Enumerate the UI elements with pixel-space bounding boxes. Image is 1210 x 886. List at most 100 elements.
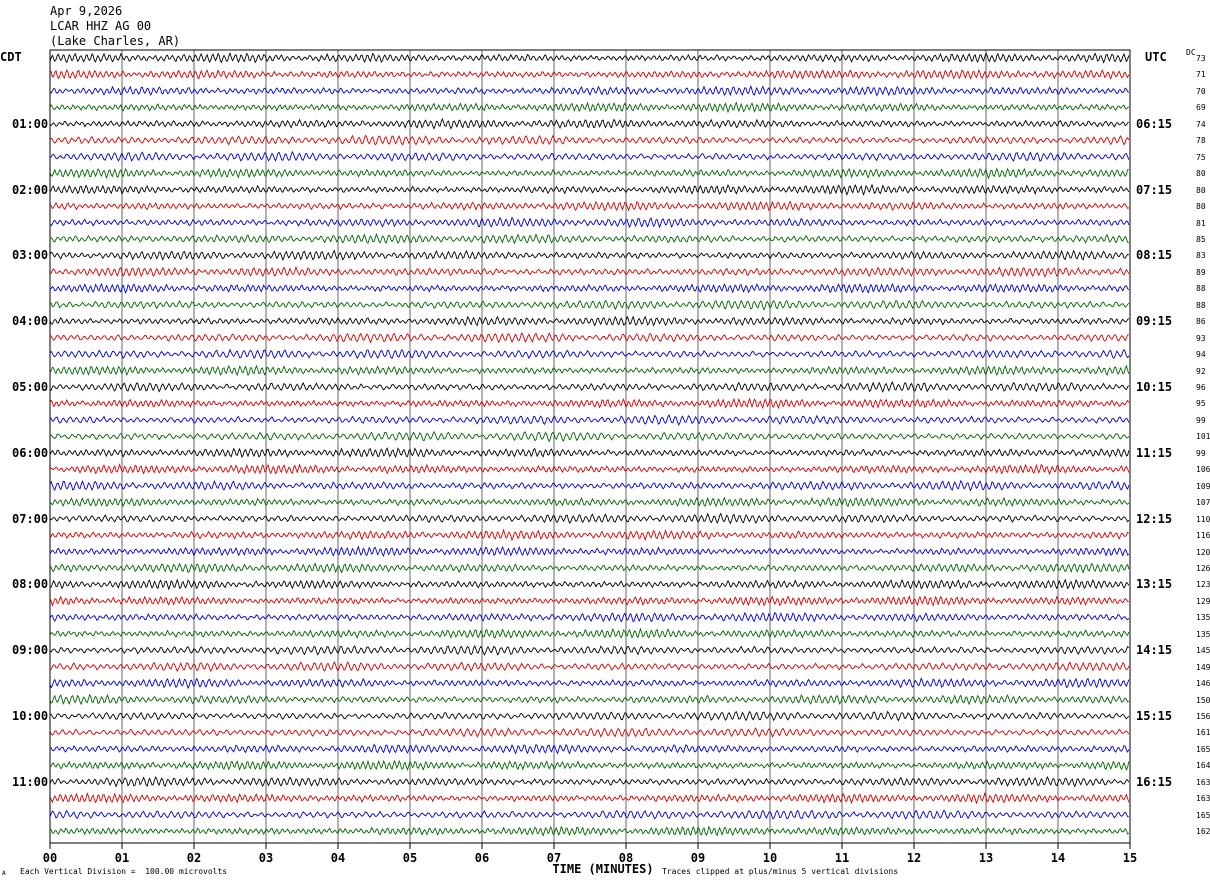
dc-offset-label: 94: [1196, 350, 1206, 360]
dc-offset-label: 109: [1196, 481, 1210, 491]
seismic-trace: [49, 265, 1130, 278]
left-hour-label: 03:00: [12, 248, 49, 263]
right-hour-label: 10:15: [1136, 380, 1173, 394]
dc-offset-label: 93: [1196, 333, 1206, 343]
seismic-trace: [49, 348, 1130, 360]
seismic-trace: [49, 710, 1130, 722]
dc-offset-label: 163: [1196, 794, 1210, 804]
dc-offset-label: 149: [1196, 662, 1210, 672]
seismic-trace: [49, 578, 1130, 591]
right-hour-label: 13:15: [1136, 577, 1173, 592]
station-code: LCAR HHZ AG 00: [50, 19, 152, 33]
seismic-trace: [49, 727, 1130, 738]
x-tick-label: 03: [258, 851, 274, 865]
dc-offset-label: 78: [1196, 136, 1206, 146]
right-hour-label: 14:15: [1136, 643, 1173, 658]
x-tick-label: 10: [762, 851, 778, 865]
x-tick-label: 00: [42, 851, 58, 865]
dc-offset-label: 163: [1196, 777, 1210, 787]
seismic-trace: [49, 479, 1130, 492]
seismic-trace: [49, 775, 1130, 788]
seismic-trace: [49, 167, 1129, 180]
seismic-trace: [49, 660, 1130, 673]
seismic-trace: [49, 743, 1130, 755]
right-timezone-label: UTC: [1145, 50, 1167, 64]
x-tick-label: 01: [114, 851, 130, 865]
dc-offset-label: 99: [1196, 415, 1206, 425]
dc-offset-label: 88: [1196, 300, 1206, 310]
left-hour-label: 07:00: [12, 511, 49, 526]
seismic-trace: [49, 381, 1130, 393]
dc-offset-label: 126: [1196, 563, 1210, 573]
seismic-trace: [49, 364, 1130, 377]
dc-offset-label: 106: [1196, 465, 1210, 475]
seismic-trace: [49, 299, 1130, 312]
dc-offset-label: 129: [1196, 596, 1210, 606]
dc-offset-label: 99: [1196, 448, 1206, 458]
scale-note: Each Vertical Division = 100.00 microvol…: [20, 867, 228, 876]
x-tick-label: 05: [402, 851, 418, 865]
seismic-trace: [49, 397, 1130, 410]
dc-offset-label: 123: [1196, 580, 1210, 590]
seismic-trace: [49, 512, 1130, 525]
right-hour-label: 12:15: [1136, 511, 1173, 526]
seismic-trace: [49, 693, 1129, 706]
left-hour-label: 05:00: [12, 380, 49, 394]
seismic-trace: [49, 791, 1130, 805]
seismic-trace: [49, 117, 1130, 130]
x-tick-label: 11: [834, 851, 850, 865]
seismic-trace: [49, 101, 1130, 114]
dc-offset-label: 80: [1196, 169, 1206, 179]
left-hour-label: 08:00: [12, 577, 49, 592]
x-tick-label: 06: [474, 851, 490, 865]
dc-offset-label: 150: [1196, 695, 1210, 705]
left-timezone-label: CDT: [0, 50, 22, 64]
right-hour-label: 08:15: [1136, 248, 1173, 263]
seismic-trace: [49, 809, 1129, 820]
dc-offset-label: 92: [1196, 366, 1206, 376]
right-hour-label: 06:15: [1136, 116, 1173, 131]
x-tick-label: 07: [546, 851, 562, 865]
dc-offset-label: 146: [1196, 679, 1210, 689]
dc-offset-label: 156: [1196, 712, 1210, 721]
seismic-trace: [49, 677, 1130, 690]
seismic-trace: [49, 496, 1130, 508]
dc-offset-label: 110: [1196, 514, 1210, 524]
corner-mark: A: [2, 870, 6, 877]
dc-header-label: DC: [1186, 48, 1196, 57]
dc-offset-label: 162: [1196, 827, 1210, 837]
left-hour-label: 06:00: [12, 445, 49, 460]
seismic-trace: [49, 200, 1130, 212]
dc-offset-label: 70: [1196, 86, 1206, 96]
dc-offset-label: 145: [1196, 646, 1210, 656]
left-hour-label: 10:00: [12, 709, 49, 723]
dc-offset-label: 75: [1196, 152, 1206, 162]
left-hour-label: 11:00: [12, 774, 49, 789]
seismic-trace: [49, 249, 1130, 262]
x-tick-label: 04: [330, 851, 346, 865]
dc-offset-label: 120: [1196, 547, 1210, 557]
seismic-trace: [49, 528, 1130, 542]
dc-offset-label: 80: [1196, 202, 1206, 212]
dc-offset-label: 69: [1196, 103, 1206, 113]
dc-offset-label: 88: [1196, 284, 1206, 294]
seismic-trace: [49, 562, 1130, 574]
seismic-trace: [49, 414, 1130, 426]
seismic-trace: [49, 611, 1130, 623]
dc-offset-label: 86: [1196, 317, 1206, 327]
dc-offset-label: 135: [1196, 629, 1210, 639]
dc-offset-label: 89: [1196, 267, 1206, 277]
right-hour-label: 16:15: [1136, 774, 1173, 789]
x-axis-title: TIME (MINUTES): [552, 862, 654, 876]
plot-frame: [49, 49, 1131, 844]
seismic-trace: [49, 216, 1130, 229]
dc-offset-label: 135: [1196, 613, 1210, 623]
dc-offset-label: 164: [1196, 761, 1210, 771]
seismic-trace: [49, 645, 1130, 656]
seismic-trace: [49, 332, 1129, 344]
x-tick-label: 14: [1050, 851, 1066, 865]
seismic-trace: [49, 315, 1130, 327]
dc-offset-label: 73: [1196, 54, 1206, 63]
seismic-trace: [49, 463, 1130, 476]
right-hour-label: 07:15: [1136, 182, 1173, 197]
